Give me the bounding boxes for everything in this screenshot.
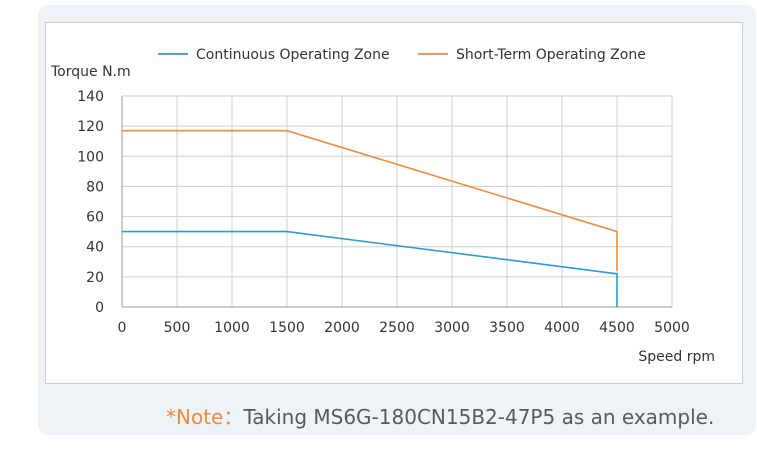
x-tick-label: 4000: [544, 320, 580, 336]
x-tick-label: 1000: [214, 320, 250, 336]
y-tick-label: 140: [77, 89, 104, 105]
x-tick-label: 500: [164, 320, 191, 336]
y-tick-label: 20: [86, 270, 104, 286]
x-tick-label: 3000: [434, 320, 470, 336]
y-tick-label: 60: [86, 210, 104, 226]
x-tick-label: 2000: [324, 320, 360, 336]
note-prefix: *Note：: [166, 405, 244, 429]
y-tick-label: 100: [77, 149, 104, 165]
x-tick-label: 4500: [599, 320, 635, 336]
x-tick-label: 0: [118, 320, 127, 336]
legend-label: Short-Term Operating Zone: [456, 47, 646, 63]
series-line: [122, 129, 618, 271]
y-tick-label: 40: [86, 240, 104, 256]
y-tick-label: 120: [77, 119, 104, 135]
legend-label: Continuous Operating Zone: [196, 47, 390, 63]
x-tick-label: 3500: [489, 320, 525, 336]
x-tick-label: 5000: [654, 320, 690, 336]
y-axis-label: Torque N.m: [50, 64, 131, 80]
series-line: [122, 230, 618, 307]
plot-frame: [45, 22, 743, 384]
footnote: *Note：Taking MS6G-180CN15B2-47P5 as an e…: [166, 401, 714, 430]
y-tick-label: 0: [95, 300, 104, 316]
note-text: Taking MS6G-180CN15B2-47P5 as an example…: [243, 405, 715, 429]
x-tick-label: 1500: [269, 320, 305, 336]
x-axis-label: Speed rpm: [638, 349, 715, 365]
y-tick-label: 80: [86, 179, 104, 195]
x-tick-label: 2500: [379, 320, 415, 336]
